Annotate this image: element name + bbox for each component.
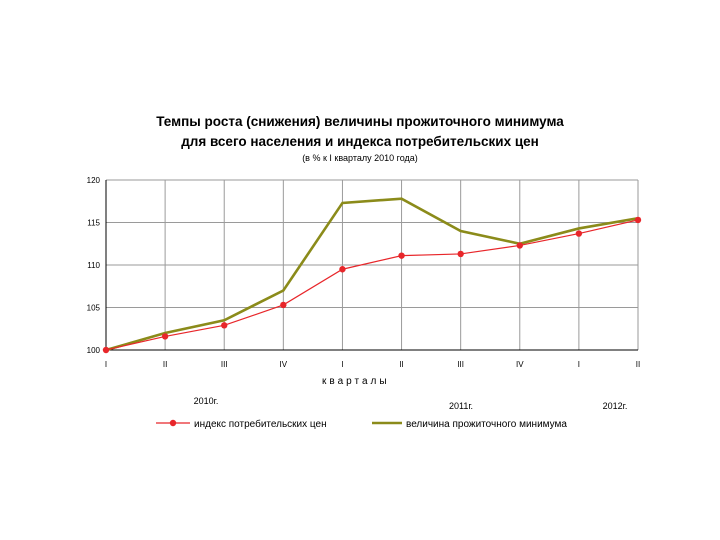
data-point bbox=[280, 301, 287, 309]
y-tick-labels: 100 105 110 115 120 bbox=[87, 176, 101, 355]
x-tick-label: III bbox=[221, 360, 228, 369]
x-tick-label: I bbox=[105, 360, 107, 369]
data-point bbox=[575, 230, 583, 237]
x-tick-label: I bbox=[578, 360, 580, 369]
data-point bbox=[516, 242, 523, 249]
series-line bbox=[105, 219, 639, 351]
legend-label-minimum: величина прожиточного минимума bbox=[406, 419, 567, 430]
data-point bbox=[102, 346, 110, 354]
x-tick-label: II bbox=[399, 360, 403, 369]
axes bbox=[105, 180, 638, 351]
legend-marker-cpi bbox=[169, 419, 177, 427]
year-label: 2010г. bbox=[194, 396, 219, 406]
data-point bbox=[221, 322, 228, 329]
x-tick-label: III bbox=[457, 360, 464, 369]
x-tick-labels: I II III IV I II III IV I II bbox=[105, 360, 640, 369]
y-tick-label: 120 bbox=[87, 176, 101, 185]
x-tick-label: II bbox=[636, 360, 640, 369]
y-tick-label: 110 bbox=[87, 261, 100, 270]
y-tick-label: 100 bbox=[87, 346, 101, 355]
data-point bbox=[457, 250, 464, 258]
data-point bbox=[161, 333, 169, 340]
y-tick-label: 115 bbox=[87, 219, 100, 228]
series-line bbox=[105, 197, 639, 352]
data-point bbox=[634, 216, 642, 224]
x-tick-label: II bbox=[163, 360, 167, 369]
year-labels: 2010г. 2011г. 2012г. bbox=[194, 396, 628, 411]
chart-title: Темпы роста (снижения) величины прожиточ… bbox=[0, 112, 720, 152]
data-point bbox=[339, 266, 346, 273]
year-label: 2011г. bbox=[449, 401, 473, 411]
y-tick-label: 105 bbox=[87, 304, 101, 313]
legend-label-cpi: индекс потребительских цен bbox=[194, 418, 327, 430]
year-label: 2012г. bbox=[603, 401, 628, 411]
grid-lines bbox=[105, 179, 639, 351]
x-tick-label: I bbox=[341, 360, 343, 369]
x-tick-label: IV bbox=[280, 360, 288, 369]
x-tick-label: IV bbox=[516, 360, 524, 369]
chart-title-line2: для всего населения и индекса потребител… bbox=[181, 134, 539, 149]
data-point bbox=[398, 252, 405, 259]
legend: индекс потребительских цен величина прожи… bbox=[156, 418, 567, 430]
series-group bbox=[102, 197, 642, 354]
chart-title-line1: Темпы роста (снижения) величины прожиточ… bbox=[156, 114, 564, 129]
x-axis-label: кварталы bbox=[322, 376, 390, 387]
chart-subtitle: (в % к I кварталу 2010 года) bbox=[302, 153, 418, 163]
